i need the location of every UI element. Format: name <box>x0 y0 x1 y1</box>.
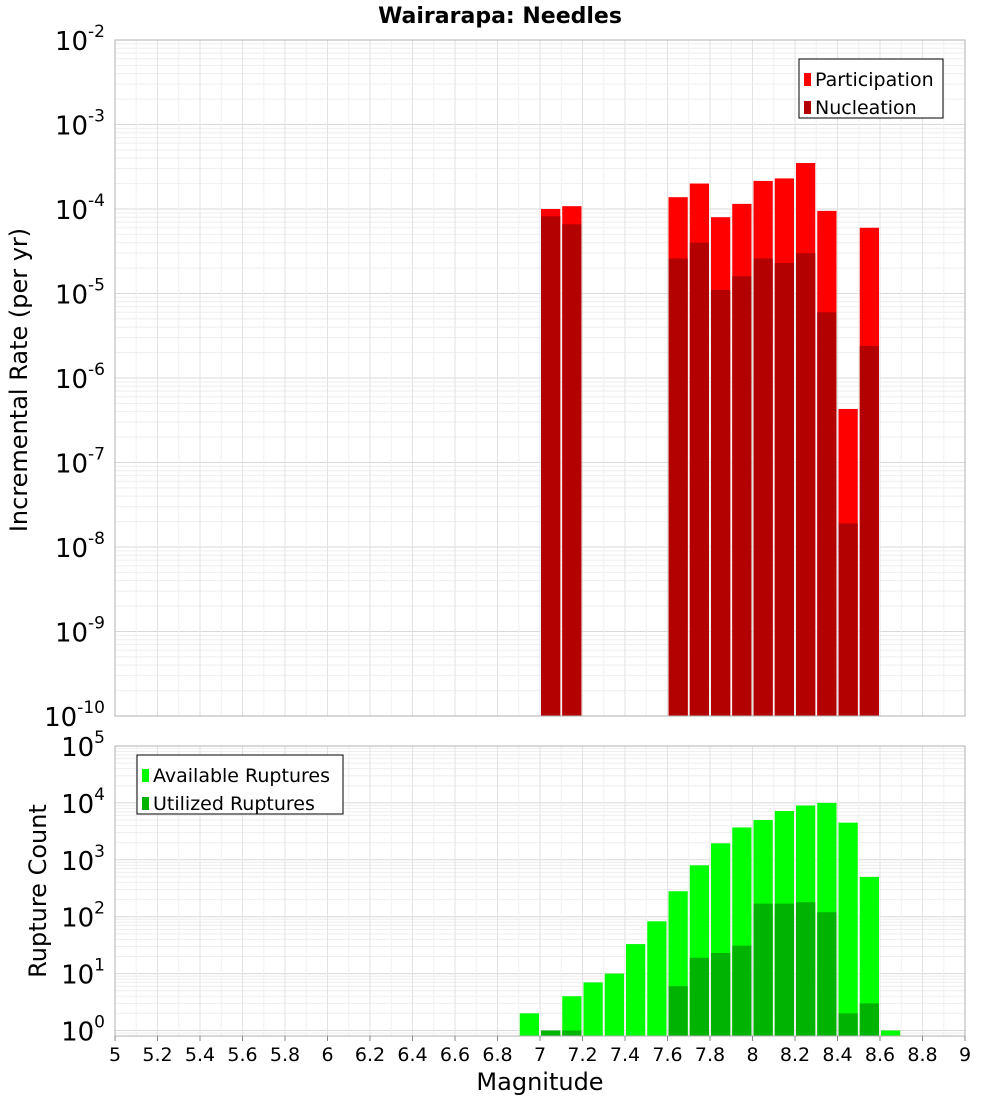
top-bar <box>838 523 858 716</box>
x-tick-label: 5.2 <box>142 1044 172 1066</box>
x-tick-label: 7.8 <box>695 1044 725 1066</box>
bottom-bar <box>753 903 773 1036</box>
top-chart-title: Wairarapa: Needles <box>378 4 622 29</box>
bottom-bar <box>668 986 688 1036</box>
bottom-legend-label: Utilized Ruptures <box>153 793 315 815</box>
top-legend-label: Nucleation <box>815 97 917 119</box>
bottom-bar <box>817 912 837 1036</box>
top-y-tick-label: 10-5 <box>55 276 105 311</box>
top-legend-label: Participation <box>815 69 934 91</box>
top-bar <box>689 242 709 717</box>
x-tick-label: 8.6 <box>865 1044 895 1066</box>
bottom-panel: 100 101 102 103 104 105 5 5.2 5.4 5.6 5.8 6 6.2 6.4 6.… <box>61 728 971 1066</box>
top-series-1 <box>541 216 879 717</box>
top-y-tick-label: 10-4 <box>55 191 105 226</box>
x-ticks: 5 5.2 5.4 5.6 5.8 6 6.2 6.4 6.6 6.8 7 7.2 7.4 7.6 7.8 8… <box>109 1036 971 1066</box>
bottom-bar <box>859 876 879 1036</box>
top-bar <box>541 216 561 717</box>
top-y-tick-label: 10-8 <box>55 529 105 564</box>
bottom-bar <box>774 903 794 1036</box>
bottom-bar <box>562 996 582 1036</box>
top-bar <box>668 258 688 716</box>
x-axis-label: Magnitude <box>476 1068 603 1096</box>
bottom-bar <box>583 982 603 1036</box>
top-legend-swatch <box>804 73 811 86</box>
x-tick-label: 6.6 <box>440 1044 470 1066</box>
bottom-bar <box>711 953 731 1036</box>
bottom-y-tick-label: 101 <box>61 956 105 991</box>
bottom-bar <box>604 973 624 1036</box>
bottom-bar <box>796 902 816 1036</box>
x-tick-label: 6.8 <box>482 1044 512 1066</box>
bottom-series-1 <box>541 902 879 1036</box>
bottom-y-tick-label: 100 <box>61 1012 105 1047</box>
x-tick-label: 7.2 <box>567 1044 597 1066</box>
bottom-y-ticks: 100 101 102 103 104 105 <box>61 728 105 1047</box>
bottom-legend-swatch <box>142 797 149 810</box>
x-tick-label: 8.8 <box>907 1044 937 1066</box>
x-tick-label: 6 <box>321 1044 333 1066</box>
bottom-legend: Available Ruptures Utilized Ruptures <box>136 754 344 815</box>
top-bar <box>711 290 731 716</box>
top-legend-box <box>798 58 944 119</box>
bottom-y-tick-label: 104 <box>61 785 105 820</box>
top-bar <box>732 276 752 716</box>
bottom-y-tick-label: 102 <box>61 899 105 934</box>
bottom-bar <box>562 1030 582 1036</box>
bottom-y-tick-label: 105 <box>61 728 105 763</box>
x-tick-label: 5.6 <box>227 1044 257 1066</box>
top-grid <box>114 40 966 717</box>
top-legend-swatch <box>804 101 811 114</box>
top-y-tick-label: 10-6 <box>55 360 105 395</box>
top-bar <box>562 224 582 716</box>
top-y-tick-label: 10-7 <box>55 445 105 480</box>
bottom-bar <box>881 1030 901 1036</box>
x-tick-label: 6.2 <box>355 1044 385 1066</box>
x-tick-label: 8.2 <box>780 1044 810 1066</box>
x-tick-label: 8 <box>746 1044 758 1066</box>
top-y-axis-label: Incremental Rate (per yr) <box>5 228 33 532</box>
x-tick-label: 5 <box>109 1044 121 1066</box>
x-tick-label: 7.4 <box>610 1044 640 1066</box>
top-bar <box>774 262 794 716</box>
bottom-bar <box>647 921 667 1036</box>
bottom-legend-label: Available Ruptures <box>153 765 330 787</box>
top-y-tick-label: 10-3 <box>55 107 105 142</box>
top-bar <box>817 312 837 716</box>
top-y-tick-label: 10-9 <box>55 614 105 649</box>
bottom-bar <box>689 957 709 1036</box>
bottom-bar <box>859 1003 879 1036</box>
x-tick-label: 8.4 <box>822 1044 852 1066</box>
bottom-bar <box>838 822 858 1036</box>
bottom-bar <box>541 1030 561 1036</box>
top-bar <box>859 345 879 716</box>
x-tick-label: 5.8 <box>270 1044 300 1066</box>
bottom-bar <box>732 945 752 1036</box>
top-legend: Participation Nucleation <box>798 58 944 119</box>
bottom-bar <box>838 1013 858 1036</box>
bottom-legend-box <box>136 754 344 815</box>
top-y-tick-label: 10-10 <box>44 698 105 733</box>
bottom-bar <box>626 944 646 1036</box>
x-tick-label: 7 <box>534 1044 546 1066</box>
top-bar <box>796 253 816 716</box>
top-plot-border <box>114 39 966 717</box>
bottom-legend-swatch <box>142 769 149 782</box>
top-y-ticks: 10-10 10-9 10-8 10-7 10-6 10-5 10-4 10-3 10-2 <box>44 22 105 733</box>
x-tick-label: 5.4 <box>185 1044 215 1066</box>
x-tick-label: 9 <box>959 1044 971 1066</box>
top-y-tick-label: 10-2 <box>55 22 105 57</box>
bottom-y-axis-label: Rupture Count <box>24 804 52 978</box>
bottom-y-tick-label: 103 <box>61 842 105 877</box>
bottom-bar <box>519 1013 539 1036</box>
top-panel: 10-10 10-9 10-8 10-7 10-6 10-5 10-4 10-3 10-2 Par… <box>44 22 966 733</box>
x-tick-label: 7.6 <box>652 1044 682 1066</box>
top-bar <box>753 258 773 716</box>
x-tick-label: 6.4 <box>397 1044 427 1066</box>
